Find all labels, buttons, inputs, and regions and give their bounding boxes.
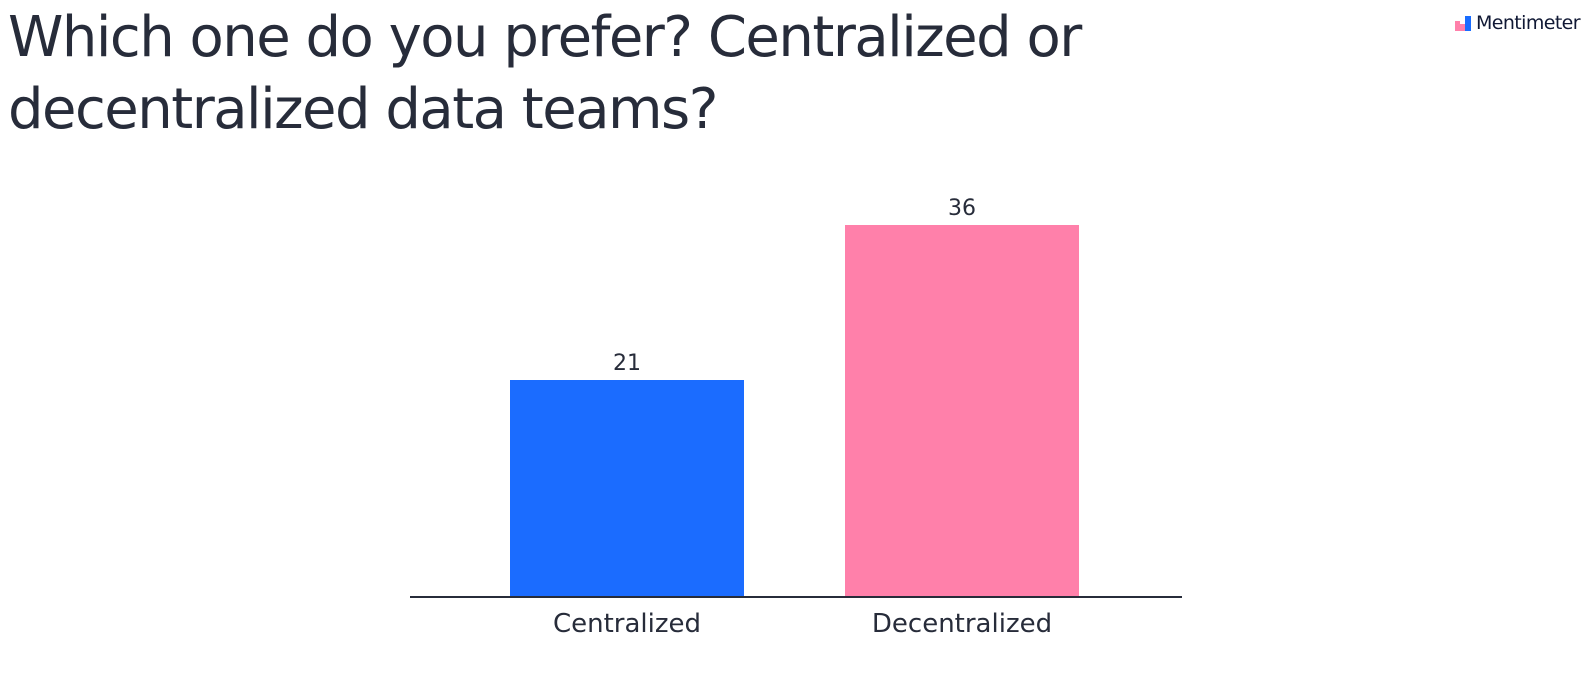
bars-layer xyxy=(510,225,1079,596)
brand: Mentimeter xyxy=(1454,12,1581,34)
category-label-centralized: Centralized xyxy=(553,609,701,639)
category-label-decentralized: Decentralized xyxy=(872,609,1052,639)
page-title: Which one do you prefer? Centralized or … xyxy=(8,5,1082,142)
data-label-decentralized: 36 xyxy=(948,196,976,221)
brand-name: Mentimeter xyxy=(1475,12,1581,34)
labels-layer: 21 Centralized 36 Decentralized xyxy=(553,196,1052,639)
mentimeter-logo-icon xyxy=(1454,16,1471,31)
bar-decentralized xyxy=(845,225,1079,596)
data-label-centralized: 21 xyxy=(613,351,641,376)
bar-centralized xyxy=(510,380,744,596)
